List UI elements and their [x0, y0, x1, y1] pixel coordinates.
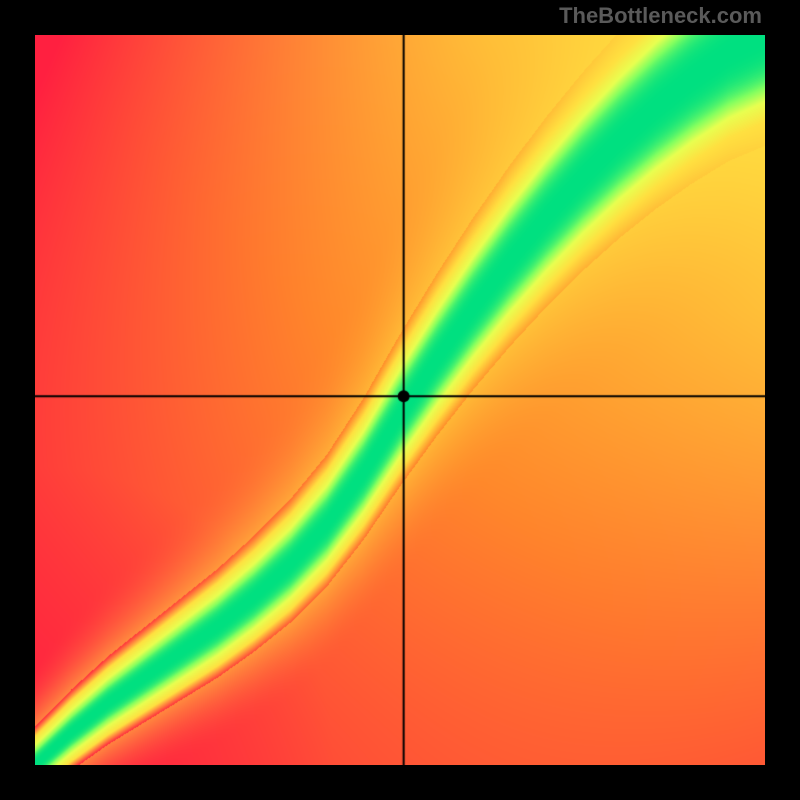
heatmap-canvas	[35, 35, 765, 765]
attribution-text: TheBottleneck.com	[559, 3, 762, 29]
plot-container	[35, 35, 765, 765]
